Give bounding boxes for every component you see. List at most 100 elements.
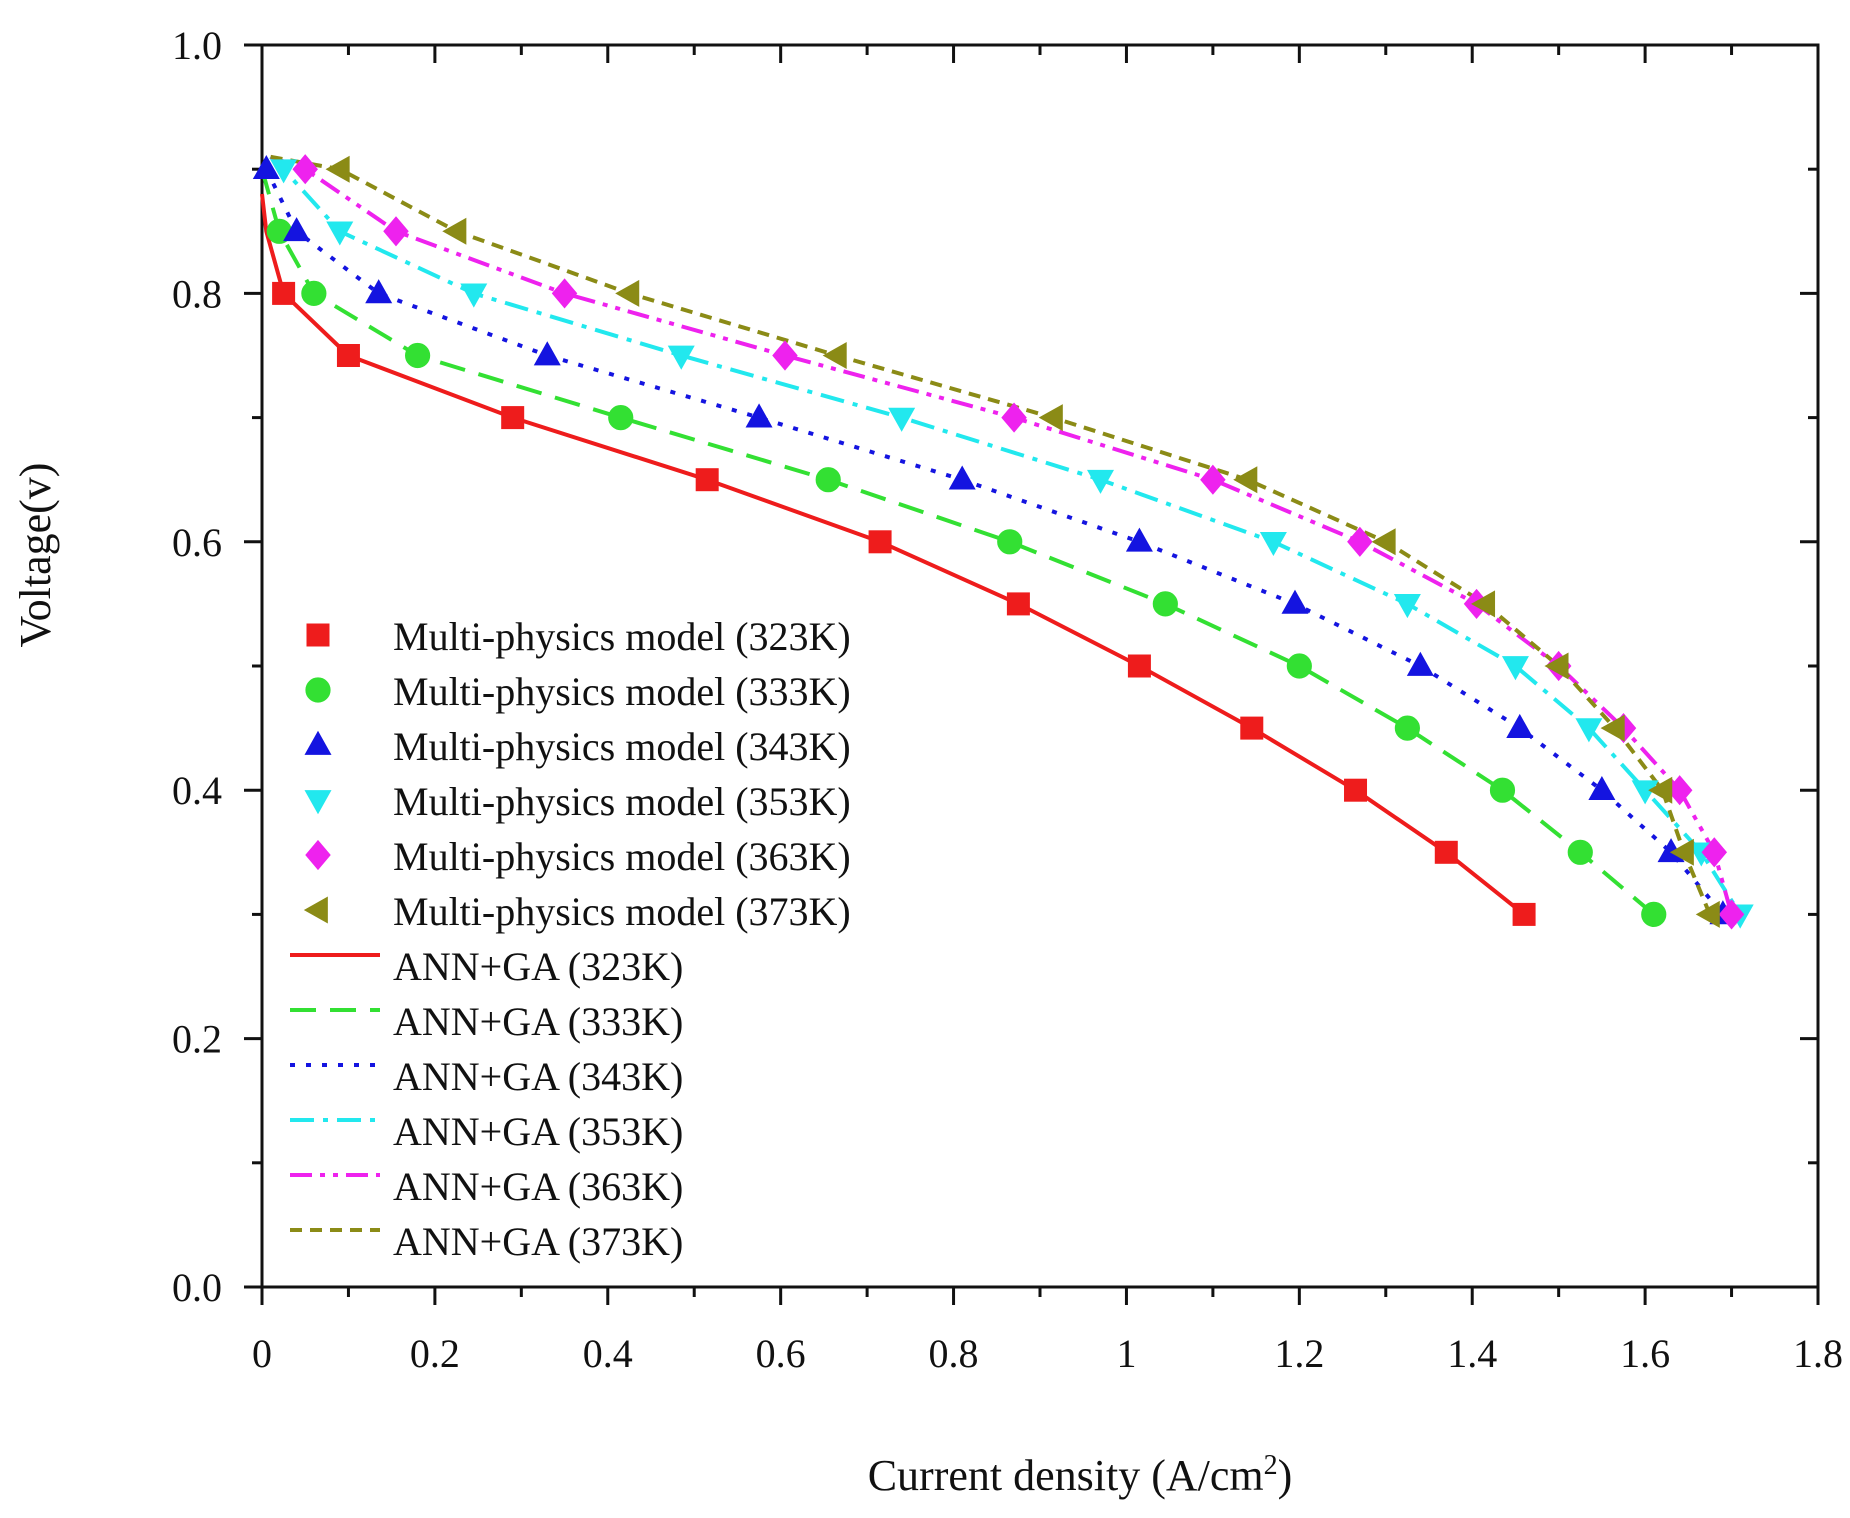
y-tick-label: 0.8	[172, 271, 222, 316]
data-point-3	[1501, 656, 1529, 681]
data-point-1	[1152, 591, 1178, 617]
legend-marker-2	[304, 730, 332, 755]
ann-ga-line-3	[269, 155, 1742, 916]
data-point-1	[997, 529, 1023, 555]
x-tick-label: 0	[252, 1331, 272, 1376]
data-point-0	[1344, 778, 1368, 802]
data-point-1	[1641, 901, 1667, 928]
data-point-1	[1567, 839, 1593, 865]
x-tick-label: 0.8	[929, 1331, 979, 1376]
data-point-1	[301, 280, 327, 306]
data-point-0	[1006, 592, 1030, 616]
legend-label: Multi-physics model (363K)	[393, 834, 851, 879]
x-tick-label: 0.4	[583, 1331, 633, 1376]
data-point-1	[608, 405, 634, 431]
data-point-0	[336, 344, 360, 367]
legend-label: ANN+GA (343K)	[393, 1054, 683, 1099]
y-axis-title: Voltage(v)	[11, 463, 60, 648]
data-point-3	[1575, 718, 1603, 743]
legend-marker-0	[306, 623, 330, 647]
data-point-4	[1200, 464, 1226, 495]
data-point-3	[1259, 531, 1287, 557]
legend-marker-5	[303, 896, 328, 924]
x-tick-label: 1.4	[1447, 1331, 1497, 1376]
data-point-0	[501, 406, 525, 430]
data-point-4	[383, 216, 409, 247]
legend: Multi-physics model (323K) Multi-physics …	[290, 614, 851, 1264]
y-tick-label: 1.0	[172, 23, 222, 68]
data-point-5	[615, 279, 640, 307]
data-point-0	[1434, 840, 1458, 864]
data-point-3	[888, 407, 916, 432]
y-axis-ticks: 0.0 0.2 0.4 0.6 0.8 1.0	[172, 23, 1818, 1310]
legend-label: ANN+GA (373K)	[393, 1219, 683, 1264]
data-point-1	[815, 467, 841, 493]
legend-label: Multi-physics model (323K)	[393, 614, 851, 659]
data-point-0	[695, 468, 719, 492]
data-point-1	[1394, 715, 1420, 741]
data-point-2	[1506, 713, 1534, 738]
data-point-3	[667, 345, 695, 370]
data-point-3	[460, 283, 488, 308]
legend-label: Multi-physics model (373K)	[393, 889, 851, 934]
data-point-5	[442, 217, 467, 245]
data-point-2	[1406, 651, 1434, 676]
data-point-4	[772, 340, 798, 371]
data-point-5	[1600, 714, 1625, 742]
data-point-4	[1347, 526, 1373, 557]
data-point-3	[270, 159, 298, 184]
data-point-2	[948, 465, 976, 490]
data-point-4	[1001, 402, 1027, 433]
x-axis-title: Current density (A/cm2)	[868, 1450, 1293, 1500]
data-point-2	[745, 403, 773, 428]
data-point-5	[1669, 838, 1694, 866]
x-axis-title-sup: 2	[1264, 1450, 1278, 1481]
data-point-2	[365, 279, 393, 304]
x-tick-label: 1.8	[1793, 1331, 1843, 1376]
data-point-0	[272, 281, 296, 305]
data-point-4	[292, 154, 318, 185]
data-point-4	[551, 278, 578, 309]
x-tick-label: 1.6	[1620, 1331, 1670, 1376]
legend-marker-3	[304, 790, 332, 815]
data-point-5	[1544, 652, 1569, 680]
y-tick-label: 0.2	[172, 1017, 222, 1062]
legend-label: Multi-physics model (353K)	[393, 779, 851, 824]
y-tick-label: 0.0	[172, 1265, 222, 1310]
x-axis-title-main: Current density (A/cm	[868, 1451, 1264, 1500]
data-point-5	[1695, 900, 1720, 928]
legend-label: ANN+GA (363K)	[393, 1164, 683, 1209]
data-point-2	[1125, 527, 1153, 552]
data-point-5	[1371, 528, 1396, 556]
x-tick-label: 0.6	[756, 1331, 806, 1376]
data-point-5	[1233, 466, 1258, 494]
data-point-0	[868, 530, 892, 554]
data-point-5	[822, 341, 847, 370]
legend-label: ANN+GA (353K)	[393, 1109, 683, 1154]
data-point-0	[1127, 654, 1151, 678]
plot-border	[260, 43, 1820, 1289]
data-point-5	[1038, 404, 1063, 432]
data-point-2	[1281, 589, 1309, 614]
data-point-4	[1718, 899, 1745, 930]
data-point-0	[1512, 902, 1536, 926]
data-point-3	[1087, 469, 1115, 494]
legend-label: ANN+GA (333K)	[393, 999, 683, 1044]
data-point-3	[326, 221, 354, 246]
data-point-2	[533, 341, 561, 366]
legend-label: ANN+GA (323K)	[393, 944, 683, 989]
legend-marker-4	[305, 839, 331, 871]
data-point-1	[1489, 777, 1516, 803]
x-tick-label: 1.2	[1274, 1331, 1324, 1376]
x-tick-label: 0.2	[410, 1331, 460, 1376]
x-axis-title-end: )	[1278, 1451, 1293, 1500]
x-axis-ticks: 0 0.2 0.4 0.6 0.8 1 1.2 1.4 1.6 1.8	[252, 45, 1843, 1376]
data-point-2	[1588, 775, 1616, 801]
data-point-4	[1701, 837, 1728, 868]
data-point-3	[1631, 780, 1659, 805]
data-point-2	[283, 217, 311, 242]
ann-ga-line-5	[270, 154, 1712, 916]
legend-label: Multi-physics model (343K)	[393, 724, 851, 769]
multi-physics-markers	[252, 154, 1754, 930]
